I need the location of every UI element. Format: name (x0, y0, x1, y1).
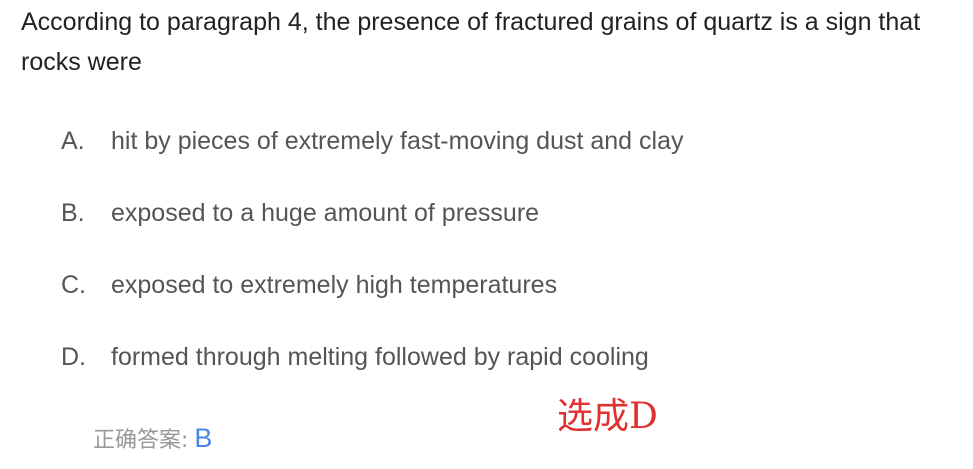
option-letter: D. (61, 343, 86, 371)
correct-answer-row: 正确答案: B (93, 422, 212, 454)
handwritten-note: 选成D (557, 396, 658, 437)
options-list: A. hit by pieces of extremely fast-movin… (61, 121, 684, 409)
option-letter: A. (61, 127, 85, 155)
option-a[interactable]: A. hit by pieces of extremely fast-movin… (61, 121, 684, 193)
correct-answer-label: 正确答案: (93, 428, 189, 453)
option-d[interactable]: D. formed through melting followed by ra… (61, 337, 684, 409)
option-text: exposed to extremely high temperatures (111, 271, 558, 299)
option-text: exposed to a huge amount of pressure (111, 199, 540, 227)
option-letter: C. (61, 271, 86, 299)
option-c[interactable]: C. exposed to extremely high temperature… (61, 265, 684, 337)
option-b[interactable]: B. exposed to a huge amount of pressure (61, 193, 684, 265)
option-text: formed through melting followed by rapid… (111, 343, 649, 371)
option-letter: B. (61, 199, 85, 227)
correct-answer-value: B (194, 423, 213, 453)
option-text: hit by pieces of extremely fast-moving d… (111, 127, 684, 155)
question-text: According to paragraph 4, the presence o… (21, 8, 921, 76)
